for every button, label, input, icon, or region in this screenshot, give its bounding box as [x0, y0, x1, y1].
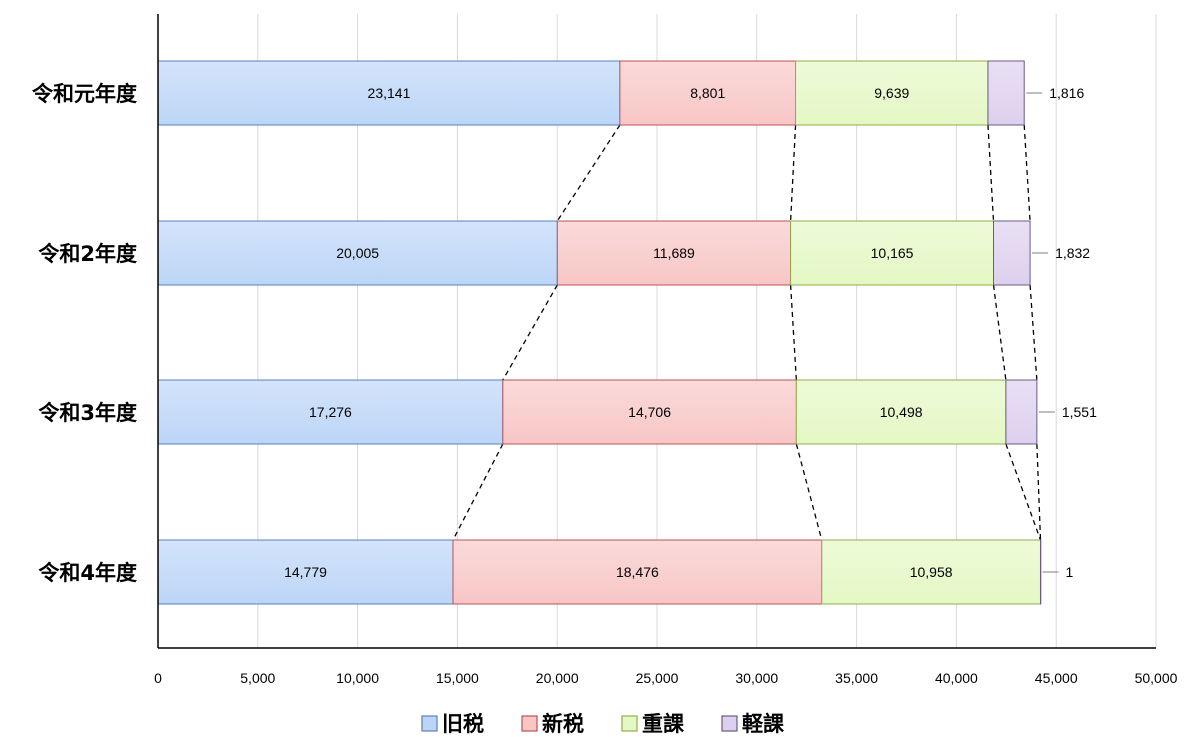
connector-line	[502, 284, 558, 381]
connector-line	[1023, 124, 1031, 222]
legend: 旧税 新税 重課 軽課	[421, 712, 785, 736]
y-category-label: 令和元年度	[32, 82, 137, 106]
data-label: 1,832	[1055, 245, 1090, 261]
connector-line	[452, 443, 504, 541]
y-category-label: 令和2年度	[38, 242, 137, 266]
bar-segment	[157, 379, 504, 445]
connector-line	[789, 284, 798, 381]
legend-swatch	[521, 715, 538, 732]
data-label: 18,476	[616, 564, 659, 580]
legend-swatch	[421, 715, 438, 732]
legend-swatch	[721, 715, 738, 732]
x-tick-label: 15,000	[436, 670, 479, 686]
bar-segment	[1005, 379, 1038, 445]
connector-line	[795, 443, 823, 541]
data-label: 1,816	[1049, 85, 1084, 101]
bar-segment	[795, 379, 1007, 445]
data-label: 10,958	[910, 564, 953, 580]
bar-segment	[157, 539, 454, 605]
connector-line	[1005, 443, 1042, 541]
connector-line	[556, 124, 621, 222]
data-label: 9,639	[874, 85, 909, 101]
data-label: 1	[1066, 564, 1074, 580]
y-category-label: 令和4年度	[38, 561, 137, 585]
y-category-label: 令和3年度	[38, 401, 137, 425]
connector-line	[992, 284, 1007, 381]
data-label: 14,779	[284, 564, 327, 580]
legend-label: 重課	[642, 712, 685, 736]
data-label: 11,689	[653, 245, 695, 261]
x-tick-label: 10,000	[336, 670, 379, 686]
data-label: 20,005	[336, 245, 379, 261]
legend-label: 新税	[542, 712, 584, 736]
data-label: 14,706	[628, 404, 671, 420]
data-label: 10,165	[871, 245, 914, 261]
bar-segment	[452, 539, 823, 605]
connector-line	[987, 124, 995, 222]
legend-label: 軽課	[742, 712, 785, 736]
x-tick-label: 25,000	[636, 670, 679, 686]
x-tick-label: 0	[154, 670, 162, 686]
connector-line	[1029, 284, 1038, 381]
x-tick-label: 45,000	[1035, 670, 1078, 686]
connector-line	[1036, 443, 1042, 541]
bar-segment	[993, 220, 1031, 286]
data-label: 8,801	[690, 85, 725, 101]
bar-segment	[502, 379, 797, 445]
bar-segment	[987, 60, 1025, 126]
connector-lines	[452, 124, 1042, 541]
bar-segment	[795, 60, 989, 126]
legend-swatch	[621, 715, 638, 732]
data-label: 23,141	[368, 85, 411, 101]
x-tick-label: 20,000	[536, 670, 579, 686]
bar-segment	[556, 220, 792, 286]
data-label: 17,276	[309, 404, 352, 420]
data-label: 10,498	[880, 404, 923, 420]
x-tick-label: 30,000	[735, 670, 778, 686]
x-tick-label: 5,000	[240, 670, 275, 686]
bars: 23,141 8,801 9,639 1,816 20,005 11,689 10,165 1…	[157, 60, 1097, 605]
connector-line	[789, 124, 797, 222]
legend-label: 旧税	[442, 712, 484, 736]
axes: 0 5,000 10,000 15,000 20,000 25,000 30,000 35,0…	[32, 14, 1178, 686]
data-label: 1,551	[1062, 404, 1097, 420]
x-tick-label: 50,000	[1135, 670, 1178, 686]
bar-segment	[157, 220, 558, 286]
x-tick-label: 40,000	[935, 670, 978, 686]
bar-segment	[619, 60, 797, 126]
x-tick-label: 35,000	[835, 670, 878, 686]
